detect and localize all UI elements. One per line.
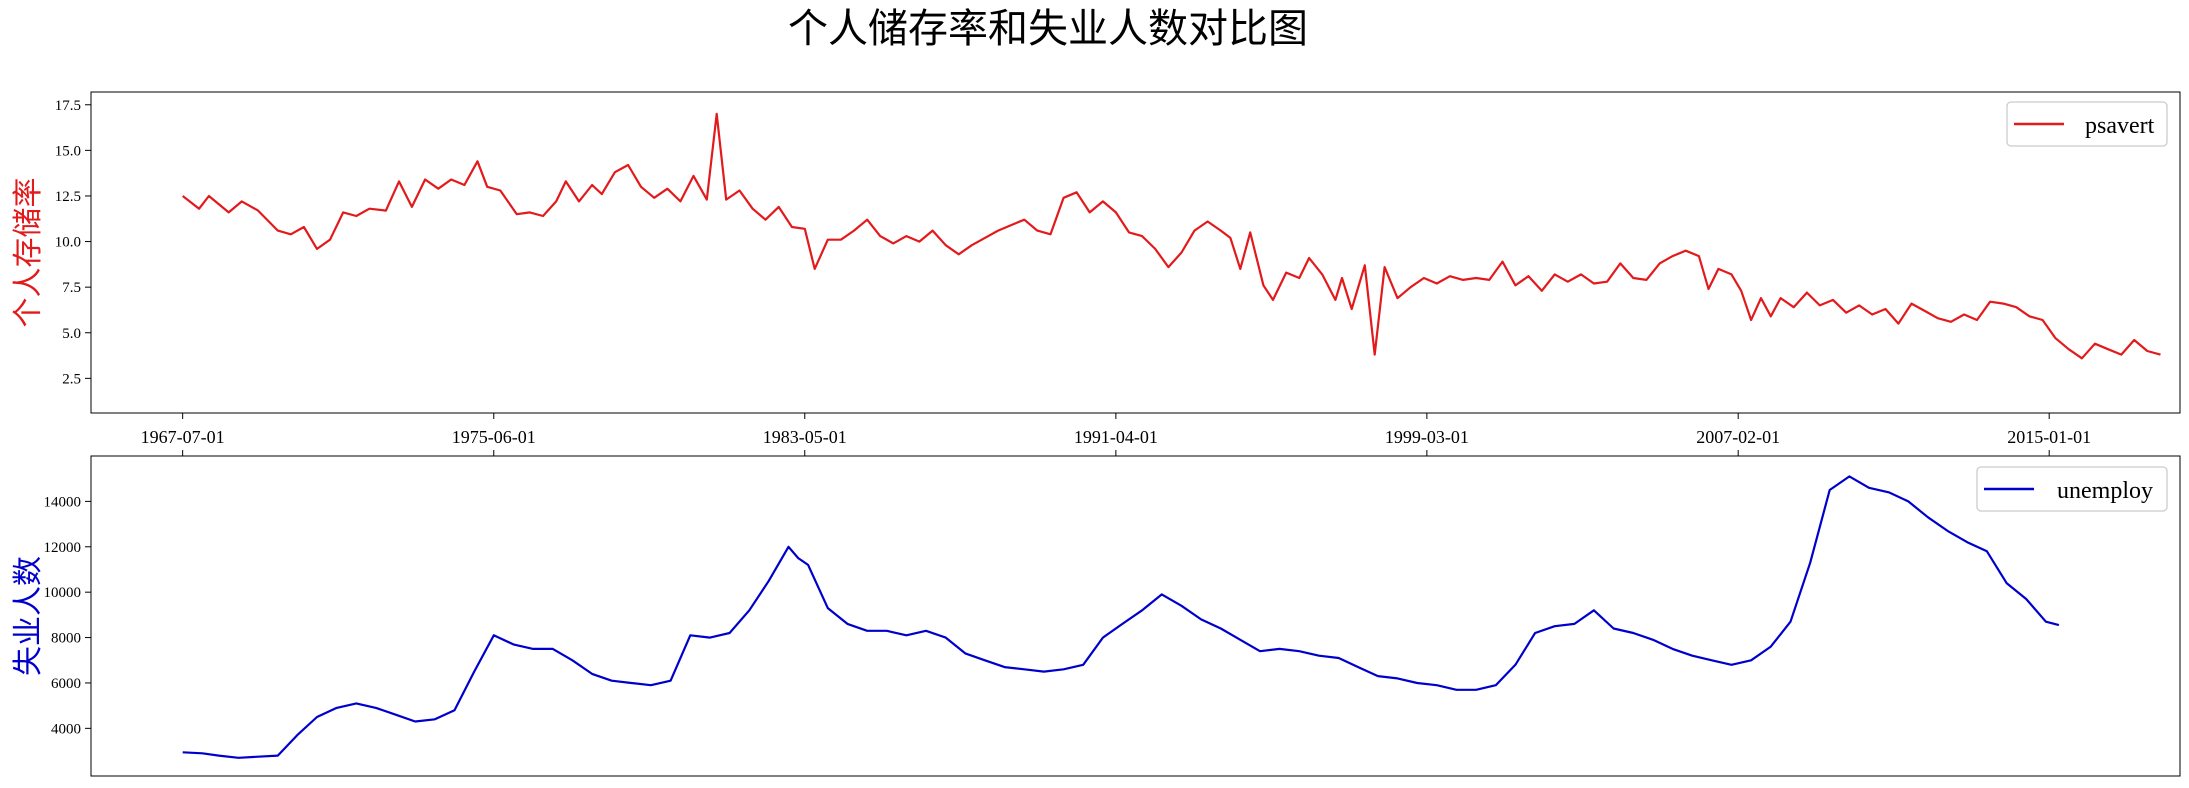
unemploy-legend-label: unemploy [2057,478,2153,504]
y-tick-label: 17.5 [55,98,81,114]
psavert-legend-box [2006,101,2168,147]
shared-x-axis: 1967-07-01 1975-06-01 1983-05-01 1991-04-01… [141,413,2091,456]
unemploy-legend-box [1976,466,2168,512]
unemploy-y-axis: 4000 6000 8000 10000 12000 14000 [44,494,91,737]
y-tick-label: 15.0 [55,143,81,159]
x-tick-label: 1967-07-01 [141,427,225,447]
x-tick-label: 2007-02-01 [1696,427,1780,447]
y-tick-label: 7.5 [62,280,81,296]
x-tick-label: 1975-06-01 [452,427,536,447]
unemploy-y-axis-label: 失业人数 [11,556,46,676]
psavert-legend-label: psavert [2085,113,2155,139]
y-tick-label: 8000 [51,631,81,647]
x-tick-label: 1983-05-01 [763,427,847,447]
y-tick-label: 2.5 [62,371,81,387]
y-tick-label: 12.5 [55,189,81,205]
x-tick-label: 2015-01-01 [2007,427,2091,447]
unemploy-panel: 4000 6000 8000 10000 12000 14000 失业人数 unemplo… [11,455,2181,777]
unemploy-plot-frame [90,455,2181,777]
x-tick-label: 1999-03-01 [1385,427,1469,447]
psavert-y-axis-label: 个人存储率 [11,178,46,328]
y-tick-label: 10000 [44,585,82,601]
psavert-plot-frame [90,91,2181,414]
y-tick-label: 10.0 [55,235,81,251]
y-tick-label: 5.0 [62,326,81,342]
psavert-panel: 2.5 5.0 7.5 10.0 12.5 15.0 17.5 1967-07-01 1975… [11,91,2181,456]
unemploy-legend: unemploy [1976,466,2168,512]
unemploy-series-line [182,475,2060,759]
y-tick-label: 12000 [44,540,82,556]
chart-title: 个人储存率和失业人数对比图 [788,6,1308,52]
y-tick-label: 6000 [51,676,81,692]
psavert-y-axis: 2.5 5.0 7.5 10.0 12.5 15.0 17.5 [55,98,91,387]
y-tick-label: 4000 [51,721,81,737]
y-tick-label: 14000 [44,494,82,510]
psavert-legend: psavert [2006,101,2168,147]
x-tick-label: 1991-04-01 [1074,427,1158,447]
psavert-series-line [182,112,2161,360]
